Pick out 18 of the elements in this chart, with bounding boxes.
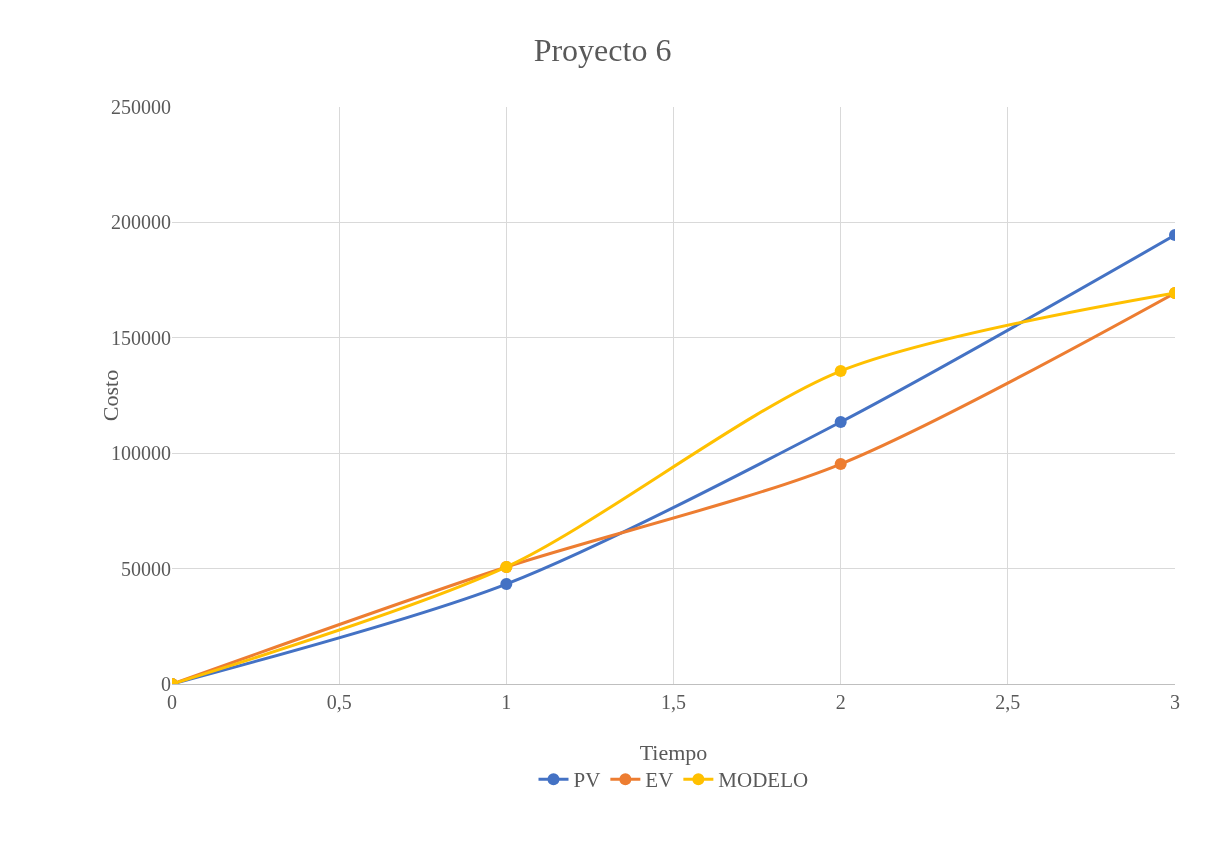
legend-label: PV	[573, 768, 601, 793]
y-tick-label: 50000	[121, 557, 171, 580]
x-tick-label: 3	[1170, 691, 1180, 713]
y-tick-label: 0	[161, 673, 171, 695]
x-tick-label: 0,5	[326, 691, 352, 713]
chart-title: Proyecto 6	[533, 31, 672, 68]
x-tick-label: 1	[501, 691, 512, 713]
y-tick-label: 150000	[111, 326, 171, 349]
y-tick-label: 250000	[111, 96, 171, 118]
y-tick-label: 200000	[111, 211, 171, 234]
x-tick-label: 1,5	[661, 691, 686, 713]
x-tick-label: 2,5	[995, 691, 1021, 713]
x-axis-title: Tiempo	[639, 740, 708, 765]
y-tick-label: 100000	[111, 442, 171, 465]
y-axis-title: Costo	[98, 369, 123, 422]
legend-label: EV	[645, 768, 674, 793]
legend-label: MODELO	[718, 768, 809, 793]
x-tick-label: 2	[835, 691, 846, 713]
